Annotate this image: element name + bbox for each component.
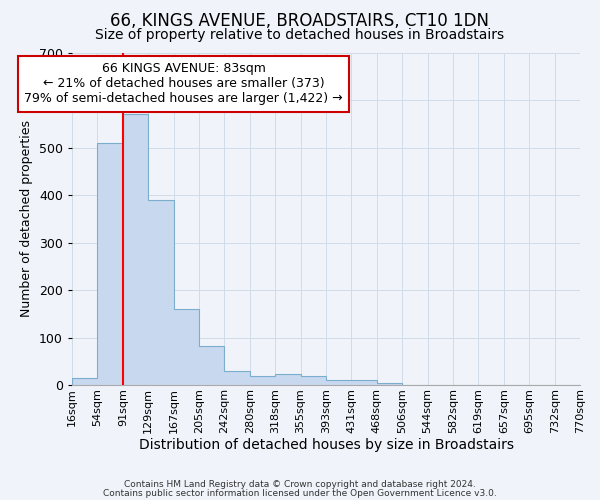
Text: Contains public sector information licensed under the Open Government Licence v3: Contains public sector information licen… <box>103 488 497 498</box>
Y-axis label: Number of detached properties: Number of detached properties <box>20 120 34 318</box>
Text: Size of property relative to detached houses in Broadstairs: Size of property relative to detached ho… <box>95 28 505 42</box>
Text: 66 KINGS AVENUE: 83sqm
← 21% of detached houses are smaller (373)
79% of semi-de: 66 KINGS AVENUE: 83sqm ← 21% of detached… <box>25 62 343 106</box>
Text: Contains HM Land Registry data © Crown copyright and database right 2024.: Contains HM Land Registry data © Crown c… <box>124 480 476 489</box>
X-axis label: Distribution of detached houses by size in Broadstairs: Distribution of detached houses by size … <box>139 438 514 452</box>
Text: 66, KINGS AVENUE, BROADSTAIRS, CT10 1DN: 66, KINGS AVENUE, BROADSTAIRS, CT10 1DN <box>110 12 490 30</box>
